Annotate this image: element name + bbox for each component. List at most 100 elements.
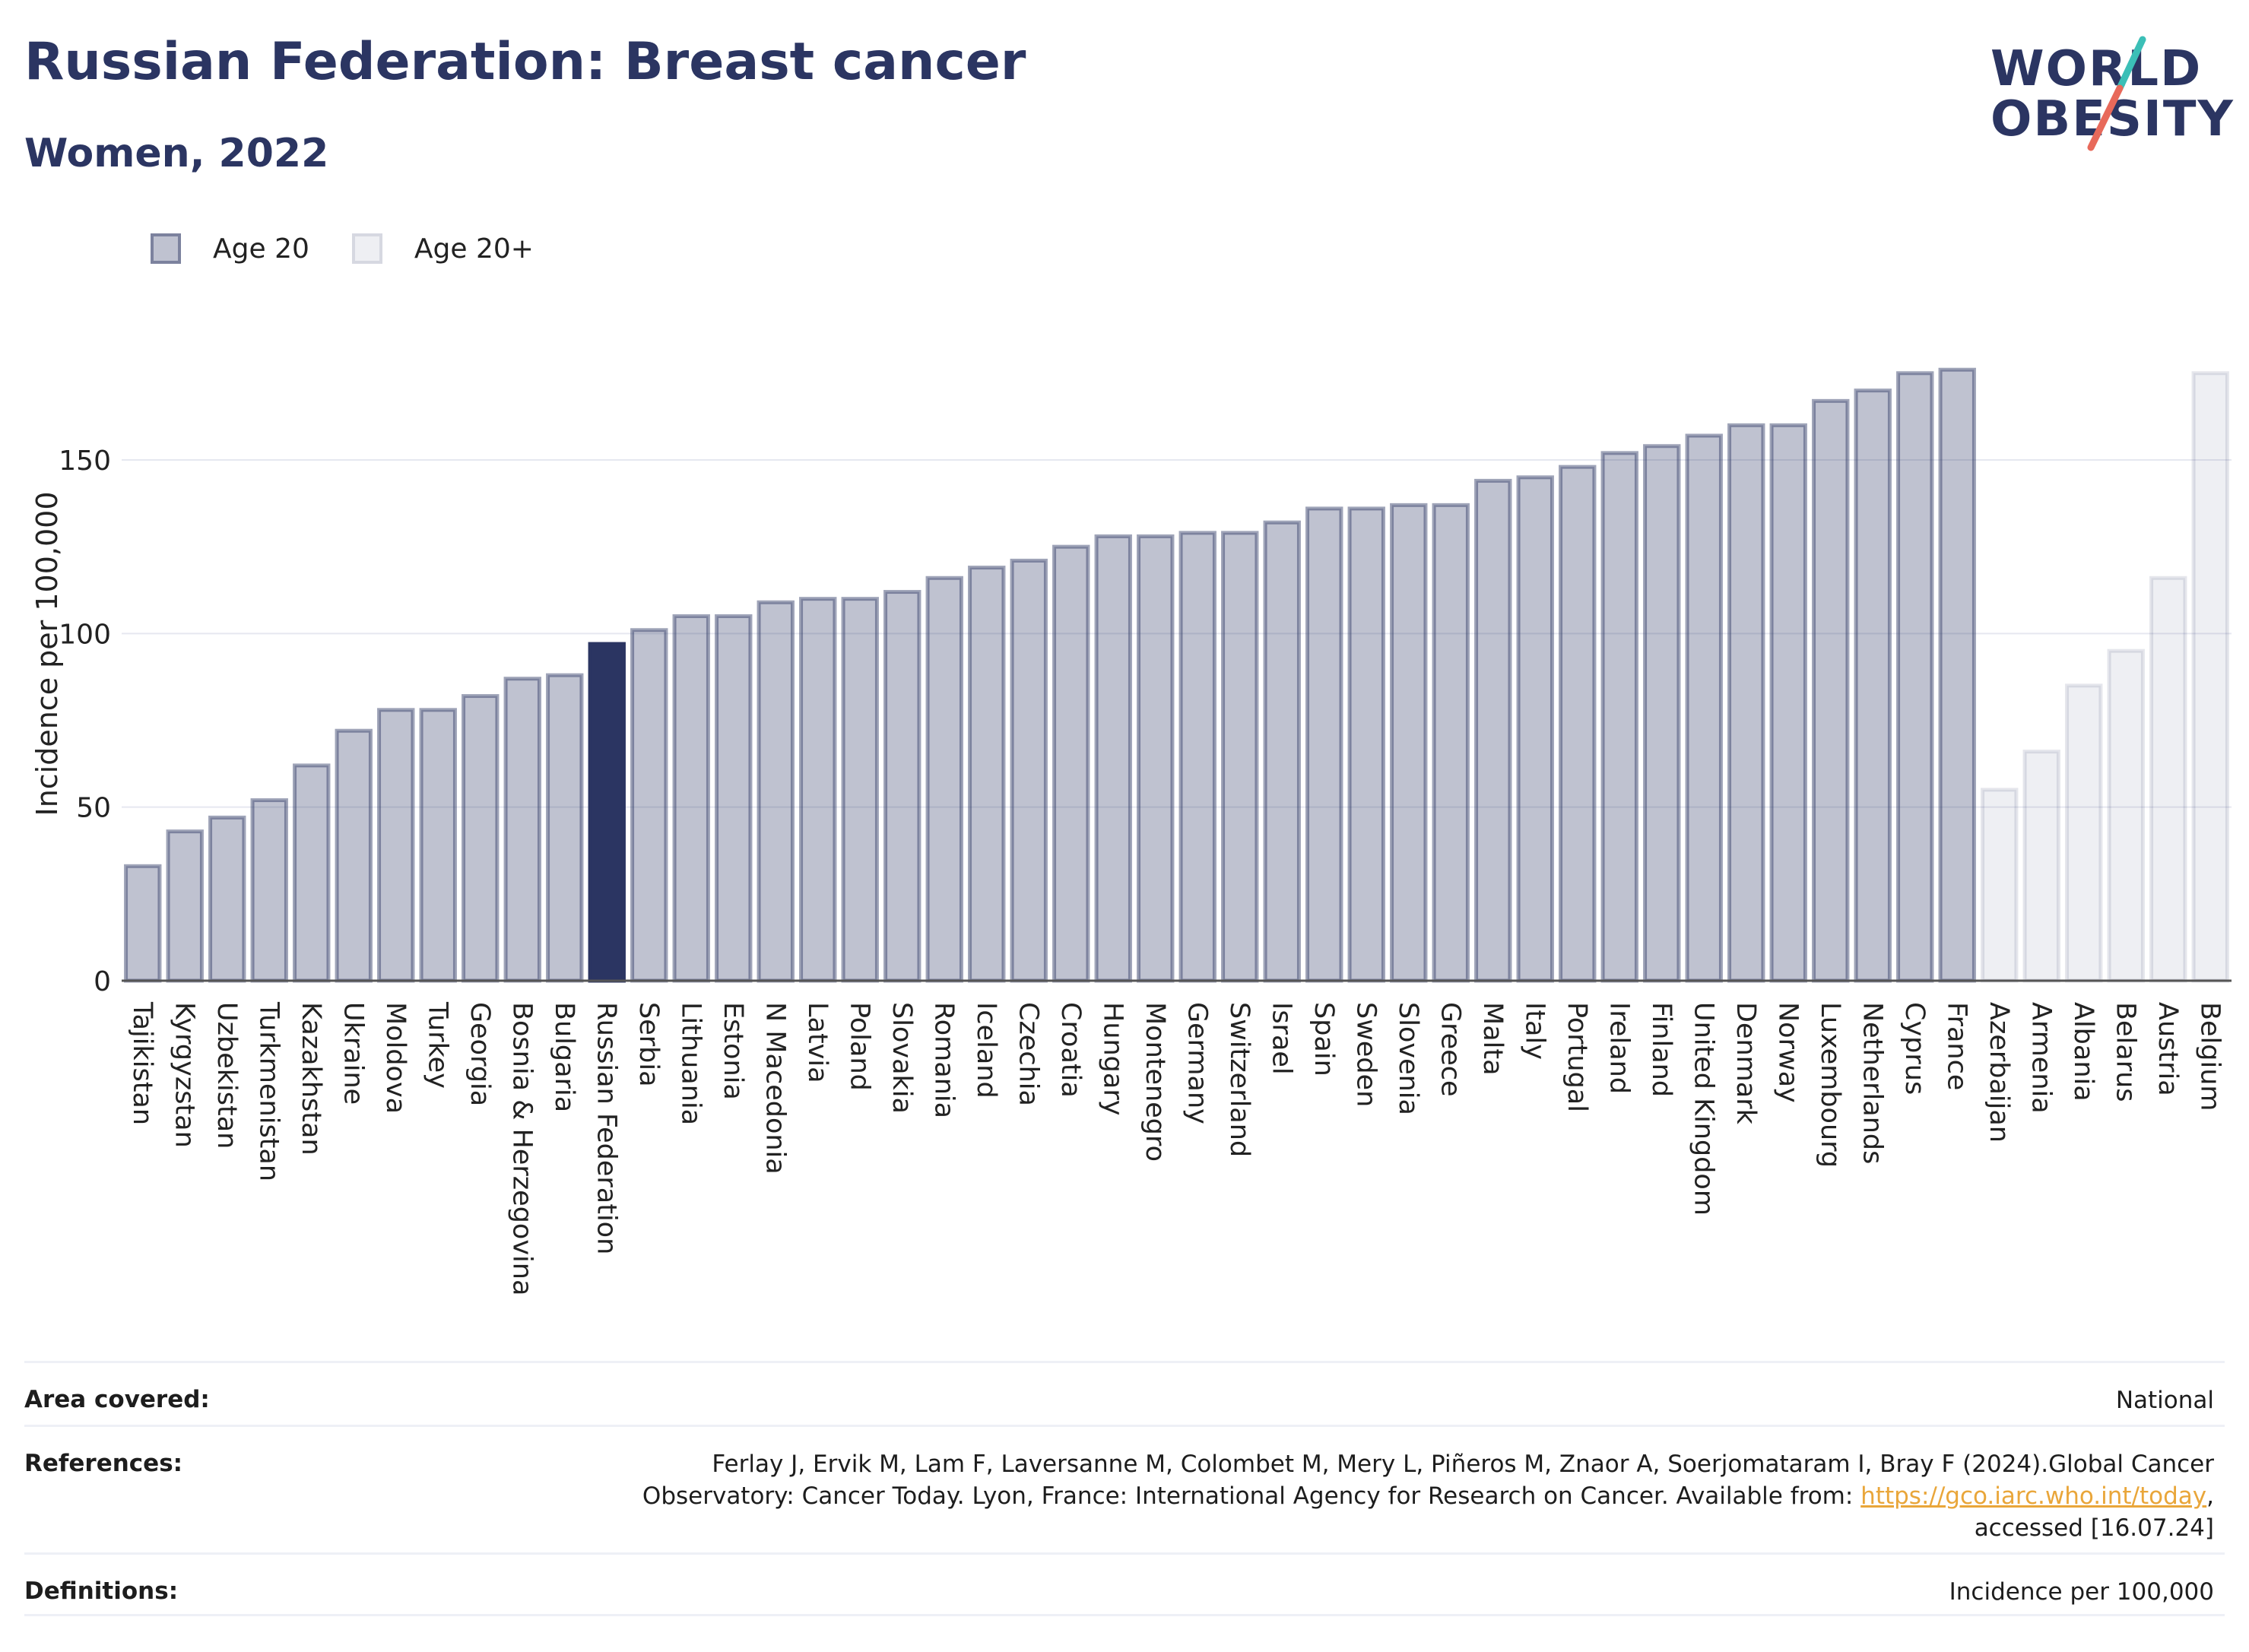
references-value: Ferlay J, Ervik M, Lam F, Laversanne M, …	[642, 1427, 2225, 1552]
reference-text-4: accessed [16.07.24]	[1974, 1514, 2214, 1542]
bar-ireland[interactable]	[1600, 451, 1638, 983]
bar-norway[interactable]	[1769, 423, 1807, 983]
bar-netherlands[interactable]	[1854, 388, 1892, 983]
x-tick-label: Azerbaijan	[1984, 1002, 2014, 1143]
bar-belarus[interactable]	[2107, 648, 2145, 983]
bar-denmark[interactable]	[1727, 423, 1765, 983]
references-row: References: Ferlay J, Ervik M, Lam F, La…	[24, 1425, 2225, 1552]
bar-israel[interactable]	[1263, 520, 1301, 983]
bar-chart: 0 50 100 150 Incidence per 100,000 Tajikist…	[30, 367, 2232, 1295]
x-tick-label: Moldova	[380, 1002, 411, 1114]
x-tick-label: Austria	[2152, 1002, 2183, 1096]
x-tick-label: Belgium	[2194, 1002, 2225, 1111]
page-subtitle: Women, 2022	[24, 131, 329, 176]
bar-turkmenistan[interactable]	[250, 798, 288, 983]
bar-malta[interactable]	[1474, 478, 1512, 983]
bar-italy[interactable]	[1516, 475, 1554, 983]
area-covered-label: Area covered:	[24, 1386, 210, 1413]
x-tick-label: N Macedonia	[760, 1002, 790, 1175]
bar-kyrgyzstan[interactable]	[166, 829, 204, 983]
x-tick-label: Denmark	[1730, 1002, 1761, 1125]
bar-kazakhstan[interactable]	[293, 763, 331, 983]
definitions-label: Definitions:	[24, 1577, 179, 1605]
x-tick-label: Lithuania	[675, 1002, 706, 1125]
bar-cyprus[interactable]	[1896, 371, 1934, 983]
x-tick-label: Hungary	[1097, 1002, 1128, 1115]
bar-moldova[interactable]	[377, 708, 415, 983]
bar-bulgaria[interactable]	[546, 673, 584, 983]
y-axis-ticks: 0 50 100 150	[59, 446, 111, 997]
bar-czechia[interactable]	[1010, 558, 1048, 983]
bar-luxembourg[interactable]	[1812, 398, 1850, 983]
reference-text-3: ,	[2206, 1482, 2214, 1510]
legend-swatch-age20	[151, 233, 181, 264]
x-tick-label: Germany	[1182, 1002, 1212, 1124]
x-tick-label: France	[1941, 1002, 1971, 1090]
bar-sweden[interactable]	[1347, 506, 1385, 983]
bar-finland[interactable]	[1643, 444, 1681, 983]
bar-montenegro[interactable]	[1137, 534, 1175, 983]
bar-azerbaijan[interactable]	[1981, 788, 2019, 983]
x-tick-label: United Kingdom	[1688, 1002, 1718, 1216]
x-tick-label: Spain	[1308, 1002, 1339, 1076]
x-tick-label: Netherlands	[1857, 1002, 1887, 1164]
legend-item-age20[interactable]: Age 20	[151, 233, 309, 265]
y-tick-label: 150	[59, 446, 111, 477]
bar-lithuania[interactable]	[672, 614, 710, 983]
area-covered-value: National	[2115, 1387, 2214, 1414]
reference-link[interactable]: https://gco.iarc.who.int/today	[1860, 1482, 2207, 1510]
bar-tajikistan[interactable]	[124, 864, 162, 983]
bar-portugal[interactable]	[1559, 465, 1597, 983]
bar-hungary[interactable]	[1094, 534, 1132, 983]
x-tick-label: Italy	[1519, 1002, 1550, 1060]
bar-n-macedonia[interactable]	[757, 600, 795, 983]
bar-turkey[interactable]	[419, 708, 457, 983]
y-tick-label: 50	[76, 793, 111, 824]
y-tick-label: 100	[59, 619, 111, 650]
x-tick-label: Latvia	[802, 1002, 833, 1083]
bar-latvia[interactable]	[799, 597, 837, 983]
bar-uzbekistan[interactable]	[208, 815, 246, 983]
x-tick-label: Montenegro	[1140, 1002, 1170, 1162]
x-tick-label: Georgia	[465, 1002, 495, 1106]
x-tick-label: Iceland	[971, 1002, 1001, 1099]
bar-armenia[interactable]	[2022, 750, 2060, 983]
bar-austria[interactable]	[2149, 576, 2187, 983]
bar-romania[interactable]	[925, 576, 963, 983]
x-tick-label: Bulgaria	[549, 1002, 579, 1112]
bar-ukraine[interactable]	[335, 728, 373, 983]
x-tick-label: Croatia	[1055, 1002, 1086, 1098]
bar-poland[interactable]	[841, 597, 879, 983]
bar-united-kingdom[interactable]	[1685, 433, 1723, 983]
legend-item-age20plus[interactable]: Age 20+	[351, 233, 534, 265]
bar-belgium[interactable]	[2191, 371, 2229, 983]
x-tick-label: Ireland	[1603, 1002, 1634, 1094]
logo-slash-icon	[2087, 36, 2146, 151]
bar-slovenia[interactable]	[1390, 503, 1428, 983]
legend-label-age20: Age 20	[213, 233, 309, 265]
x-tick-label: Turkey	[422, 1001, 452, 1089]
bar-iceland[interactable]	[968, 566, 1006, 983]
bar-spain[interactable]	[1305, 506, 1343, 983]
bar-switzerland[interactable]	[1221, 531, 1259, 983]
bar-georgia[interactable]	[462, 694, 500, 983]
page-title: Russian Federation: Breast cancer	[24, 32, 1026, 92]
x-tick-label: Greece	[1435, 1002, 1465, 1097]
x-tick-label: Sweden	[1350, 1002, 1381, 1107]
bar-serbia[interactable]	[630, 628, 668, 983]
x-tick-label: Switzerland	[1224, 1002, 1255, 1157]
chart-legend: Age 20 Age 20+	[151, 228, 576, 269]
bar-greece[interactable]	[1432, 503, 1470, 983]
x-tick-label: Slovakia	[887, 1002, 917, 1114]
x-tick-label: Norway	[1772, 1002, 1803, 1103]
bar-albania[interactable]	[2065, 683, 2103, 983]
bar-slovakia[interactable]	[883, 590, 921, 983]
bar-croatia[interactable]	[1052, 544, 1090, 983]
y-axis-label: Incidence per 100,000	[30, 491, 64, 816]
bar-bosnia-herzegovina[interactable]	[503, 677, 541, 983]
bar-france[interactable]	[1938, 367, 1976, 983]
bar-germany[interactable]	[1178, 531, 1216, 983]
x-tick-label: Kazakhstan	[296, 1002, 326, 1156]
bar-russian-federation[interactable]	[588, 642, 626, 983]
bar-estonia[interactable]	[715, 614, 753, 983]
